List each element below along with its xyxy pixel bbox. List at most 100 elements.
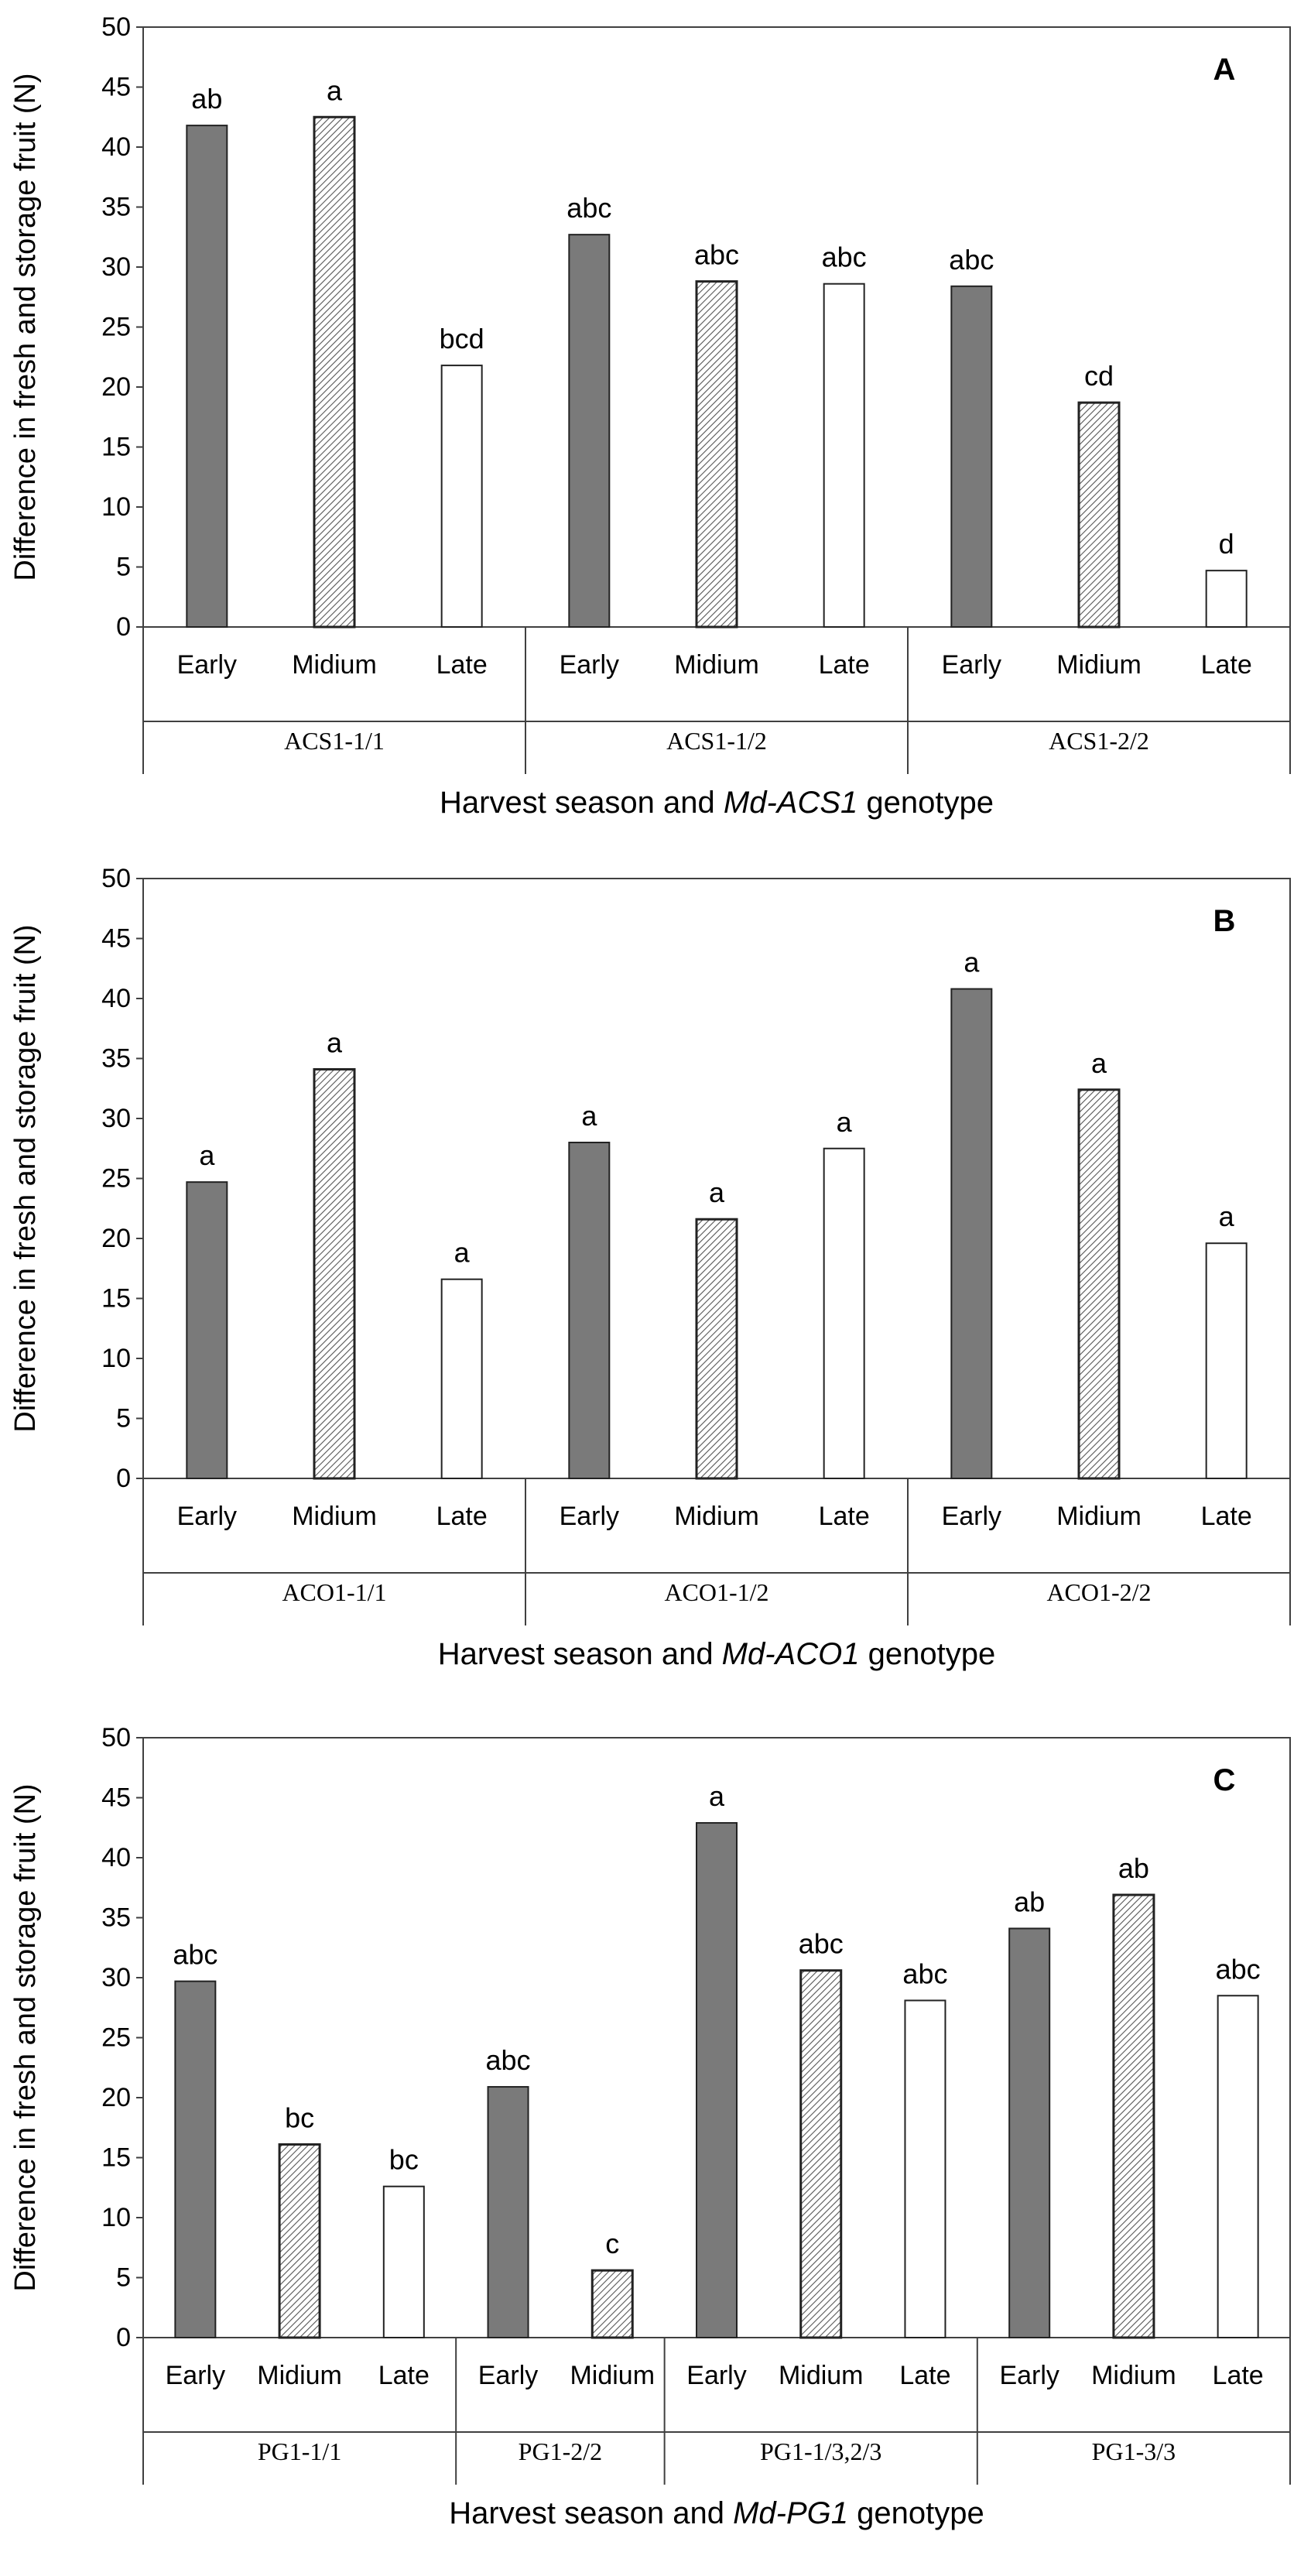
y-tick-label: 15 (101, 433, 131, 462)
season-tick-label: Midium (674, 650, 759, 680)
x-axis-label-part: genotype (857, 786, 994, 820)
bar-early (568, 1142, 611, 1479)
x-axis-label-part: Harvest season and (438, 1637, 722, 1671)
y-tick-label: 10 (101, 492, 131, 522)
y-tick-label: 45 (101, 73, 131, 102)
y-tick-label: 25 (101, 313, 131, 342)
significance-letter: ab (1118, 1852, 1149, 1884)
season-tick-label: Midium (292, 650, 377, 680)
significance-letter: abc (902, 1958, 947, 1989)
season-tick-label: Midium (1091, 2361, 1176, 2390)
season-tick-label: Early (166, 2361, 225, 2390)
season-tick-label: Midium (1056, 1502, 1142, 1531)
x-axis-label-part: Harvest season and (449, 2496, 733, 2530)
season-tick-label: Early (478, 2361, 538, 2390)
genotype-group-label: ACO1-2/2 (1046, 1578, 1151, 1606)
season-tick-label: Midium (257, 2361, 342, 2390)
y-tick-label: 25 (101, 1164, 131, 1194)
significance-letter: bc (285, 2102, 314, 2133)
genotype-group-label: PG1-1/1 (258, 2437, 341, 2465)
significance-letter: abc (694, 239, 739, 271)
bar-early (950, 285, 993, 628)
gene-name-italic: Md-PG1 (733, 2496, 848, 2530)
x-axis-label: Harvest season and Md-ACO1 genotype (438, 1637, 995, 1671)
genotype-group-label: ACS1-2/2 (1049, 727, 1149, 755)
bar-midium (313, 1067, 356, 1480)
bar-late (1217, 1995, 1259, 2338)
significance-letter: a (964, 947, 980, 978)
bar-late (1205, 1242, 1248, 1479)
season-tick-label: Late (436, 1502, 488, 1531)
significance-letter: c (605, 2228, 619, 2259)
season-tick-label: Early (999, 2361, 1059, 2390)
season-tick-label: Midium (1056, 650, 1142, 680)
genotype-group-label: ACS1-1/1 (284, 727, 385, 755)
significance-letter: a (709, 1177, 725, 1208)
y-tick-label: 45 (101, 1783, 131, 1813)
y-tick-label: 40 (101, 984, 131, 1013)
significance-letter: a (1219, 1201, 1235, 1232)
significance-letter: a (581, 1100, 597, 1132)
season-tick-label: Midium (779, 2361, 864, 2390)
genotype-group-label: ACO1-1/1 (282, 1578, 386, 1606)
genotype-group-label: PG1-2/2 (519, 2437, 602, 2465)
significance-letter: abc (822, 242, 867, 273)
y-tick-label: 15 (101, 2143, 131, 2173)
y-tick-label: 30 (101, 252, 131, 282)
significance-letter: a (709, 1780, 725, 1812)
significance-letter: abc (486, 2044, 531, 2076)
season-tick-label: Midium (674, 1502, 759, 1531)
panel-letter: A (1213, 53, 1236, 87)
season-tick-label: Early (177, 650, 237, 680)
gene-name-italic: Md-ACO1 (722, 1637, 860, 1671)
genotype-group-label: PG1-3/3 (1092, 2437, 1176, 2465)
season-tick-label: Early (177, 1502, 237, 1531)
season-tick-label: Late (899, 2361, 950, 2390)
x-axis-label: Harvest season and Md-PG1 genotype (449, 2496, 984, 2530)
y-tick-label: 30 (101, 1963, 131, 1992)
bar-late (823, 1147, 865, 1479)
significance-letter: a (454, 1237, 471, 1269)
bar-midium (799, 1969, 843, 2339)
chart-panel-b: 0 5 10 15 20 25 30 35 40 45 50 Difference in fresh … (0, 851, 1311, 1703)
y-tick-label: 20 (101, 1224, 131, 1253)
y-tick-label: 0 (116, 2323, 131, 2352)
bar-early (487, 2086, 529, 2338)
panel-letter: C (1213, 1763, 1236, 1797)
chart-panel-c: 0 5 10 15 20 25 30 35 40 45 50 Difference in fresh … (0, 1711, 1311, 2562)
y-tick-label: 5 (116, 1404, 131, 1434)
chart-panel-a: 0 5 10 15 20 25 30 35 40 45 50 Difference in fresh … (0, 0, 1311, 851)
significance-letter: cd (1084, 360, 1114, 392)
y-tick-label: 0 (116, 612, 131, 642)
bar-chart-c: 0 5 10 15 20 25 30 35 40 45 50 Difference in fresh … (9, 1723, 1291, 2530)
genotype-group-label: ACS1-1/2 (666, 727, 767, 755)
bar-midium (590, 2269, 634, 2339)
season-tick-label: Late (819, 650, 870, 680)
y-tick-label: 50 (101, 864, 131, 893)
significance-letter: abc (1216, 1953, 1261, 1985)
y-tick-label: 35 (101, 193, 131, 222)
bar-late (440, 365, 483, 628)
y-tick-label: 30 (101, 1104, 131, 1133)
y-tick-label: 35 (101, 1044, 131, 1074)
bar-chart-b: 0 5 10 15 20 25 30 35 40 45 50 Difference in fresh … (9, 864, 1291, 1671)
significance-letter: a (837, 1106, 853, 1138)
bar-midium (1077, 401, 1121, 629)
y-tick-label: 20 (101, 372, 131, 402)
y-tick-label: 5 (116, 553, 131, 582)
season-tick-label: Late (1201, 650, 1252, 680)
season-tick-label: Late (819, 1502, 870, 1531)
bar-early (186, 1181, 228, 1479)
bar-midium (313, 115, 356, 629)
y-tick-label: 5 (116, 2263, 131, 2293)
bar-late (1205, 570, 1248, 629)
gene-name-italic: Md-ACS1 (724, 786, 857, 820)
y-axis-label: Difference in fresh and storage fruit (N… (9, 1783, 42, 2291)
x-axis-label-part: Harvest season and (440, 786, 724, 820)
significance-letter: bc (389, 2144, 419, 2176)
season-tick-label: Early (942, 650, 1001, 680)
x-axis-label-part: genotype (859, 1637, 995, 1671)
season-tick-label: Late (1201, 1502, 1252, 1531)
bar-early (950, 988, 993, 1480)
significance-letter: bcd (440, 323, 484, 355)
